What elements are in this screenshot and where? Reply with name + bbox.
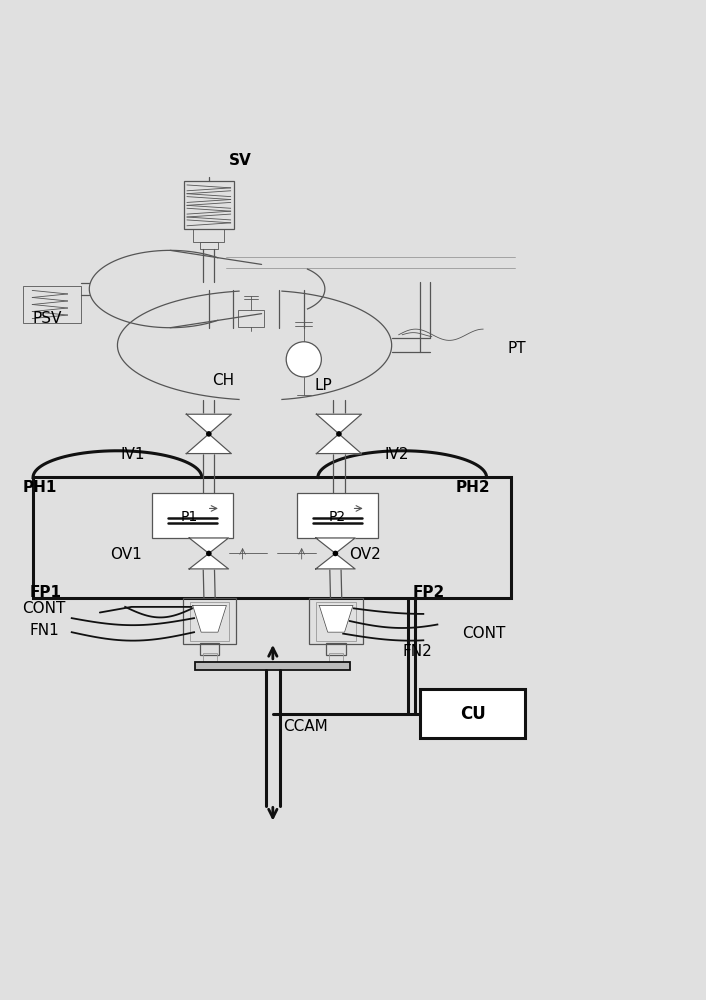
Text: FP2: FP2 <box>412 585 444 600</box>
Bar <box>33 477 511 598</box>
Polygon shape <box>186 434 232 454</box>
Text: CONT: CONT <box>23 601 66 616</box>
Bar <box>200 242 218 249</box>
Bar <box>190 602 229 641</box>
Text: OV2: OV2 <box>349 547 381 562</box>
Bar <box>184 181 234 229</box>
Circle shape <box>333 551 338 556</box>
Circle shape <box>336 431 342 437</box>
Bar <box>183 598 237 644</box>
Text: SV: SV <box>229 153 252 168</box>
Text: CU: CU <box>460 705 486 723</box>
Polygon shape <box>316 414 361 434</box>
Text: FP1: FP1 <box>30 585 61 600</box>
Text: LP: LP <box>314 378 332 393</box>
Bar <box>297 493 378 538</box>
Text: FN1: FN1 <box>30 623 59 638</box>
Text: FN2: FN2 <box>402 644 432 659</box>
Bar <box>326 643 346 655</box>
Polygon shape <box>193 605 227 632</box>
Bar <box>309 598 363 644</box>
Circle shape <box>206 551 212 556</box>
Polygon shape <box>316 434 361 454</box>
Text: P1: P1 <box>181 510 198 524</box>
Polygon shape <box>189 538 229 553</box>
Text: P2: P2 <box>328 510 345 524</box>
Text: PH2: PH2 <box>455 480 490 495</box>
Bar <box>239 310 263 327</box>
Text: PSV: PSV <box>32 311 62 326</box>
Circle shape <box>286 342 321 377</box>
Bar <box>196 662 350 670</box>
Bar <box>316 602 356 641</box>
Bar <box>329 653 343 662</box>
Text: CH: CH <box>212 373 234 388</box>
Bar <box>193 229 225 242</box>
Polygon shape <box>189 553 229 569</box>
Text: CONT: CONT <box>462 626 505 641</box>
Polygon shape <box>319 605 353 632</box>
Bar <box>203 653 217 662</box>
Bar <box>152 493 234 538</box>
Bar <box>200 643 220 655</box>
Polygon shape <box>186 414 232 434</box>
Text: CCAM: CCAM <box>282 719 328 734</box>
Text: PT: PT <box>508 341 527 356</box>
Polygon shape <box>316 538 355 553</box>
Text: OV1: OV1 <box>110 547 142 562</box>
Circle shape <box>206 431 212 437</box>
Bar <box>23 286 81 323</box>
Polygon shape <box>316 553 355 569</box>
Text: PH1: PH1 <box>23 480 57 495</box>
Bar <box>420 689 525 738</box>
Text: IV1: IV1 <box>121 447 145 462</box>
Text: IV2: IV2 <box>385 447 409 462</box>
